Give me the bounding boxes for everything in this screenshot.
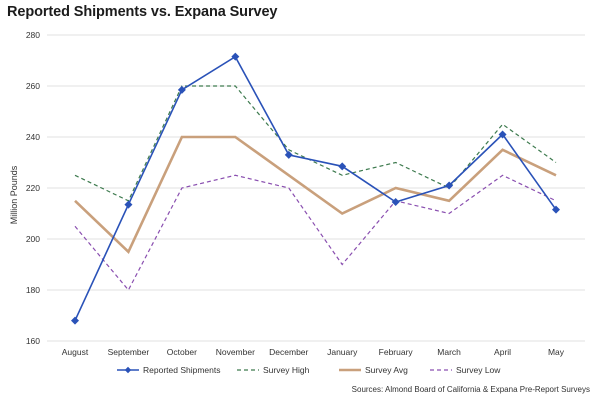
x-tick-label: December: [269, 347, 308, 357]
y-tick-label: 160: [26, 336, 40, 346]
x-tick-label: September: [108, 347, 150, 357]
source-note: Sources: Almond Board of California & Ex…: [352, 385, 590, 394]
data-point-marker: [445, 181, 454, 190]
y-axis-label: Million Pounds: [9, 165, 19, 224]
x-tick-label: January: [327, 347, 358, 357]
y-tick-labels: 160 180 200 220 240 260 280: [26, 30, 40, 346]
y-tick-label: 220: [26, 183, 40, 193]
y-tick-label: 180: [26, 285, 40, 295]
series-line-survey-high: [74, 85, 557, 202]
data-point-marker: [71, 316, 79, 325]
series-line-survey-low: [74, 174, 557, 292]
y-tick-label: 260: [26, 81, 40, 91]
data-point-marker: [552, 205, 560, 214]
x-tick-labels: August September October November December Ja…: [62, 347, 565, 357]
data-point-marker: [231, 52, 240, 61]
legend-label: Reported Shipments: [143, 365, 221, 375]
series-lines: [71, 52, 560, 325]
y-tick-label: 280: [26, 30, 40, 40]
data-point-marker: [391, 198, 400, 207]
gridlines: [47, 34, 585, 342]
chart-title: Reported Shipments vs. Expana Survey: [7, 4, 278, 20]
series-line-survey-avg: [74, 135, 557, 254]
data-point-marker: [124, 200, 133, 209]
x-tick-label: February: [379, 347, 414, 357]
series-line-reported-shipments: [74, 55, 557, 321]
legend-marker: [124, 366, 132, 374]
legend: Reported Shipments Survey High Survey Avg S…: [117, 365, 501, 375]
y-tick-label: 200: [26, 234, 40, 244]
legend-label: Survey Low: [456, 365, 501, 375]
x-tick-label: May: [548, 347, 565, 357]
x-tick-label: November: [216, 347, 255, 357]
y-tick-label: 240: [26, 132, 40, 142]
x-tick-label: August: [62, 347, 89, 357]
legend-label: Survey Avg: [365, 365, 408, 375]
x-tick-label: March: [437, 347, 461, 357]
data-point-marker: [177, 85, 186, 94]
x-tick-label: April: [494, 347, 511, 357]
data-point-marker: [498, 130, 507, 139]
x-tick-label: October: [167, 347, 197, 357]
legend-label: Survey High: [263, 365, 310, 375]
data-point-marker: [338, 162, 347, 171]
data-point-marker: [284, 150, 293, 159]
